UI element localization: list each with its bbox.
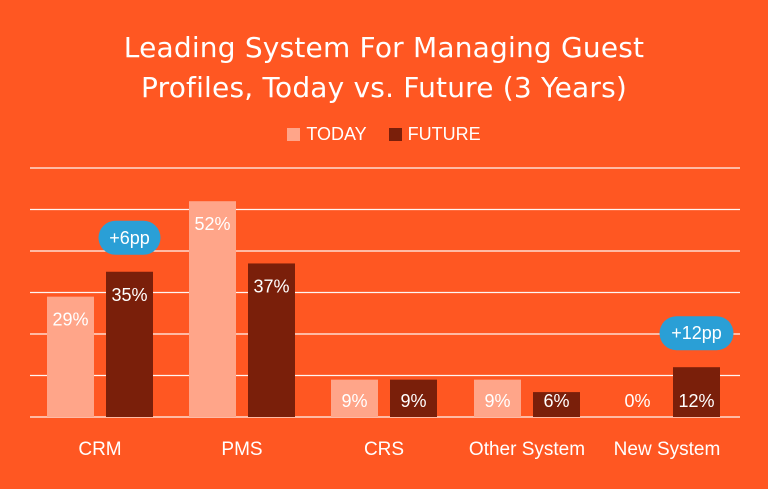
bar-future-other-system [533, 392, 580, 417]
data-label: 6% [543, 391, 569, 411]
data-label: 29% [52, 310, 88, 330]
data-label: 9% [341, 391, 367, 411]
bar-future-crs [390, 379, 437, 417]
data-label: 35% [111, 285, 147, 305]
chart-title-line-2: Profiles, Today vs. Future (3 Years) [141, 71, 627, 104]
bar-future-crm [106, 271, 153, 417]
category-label: New System [614, 439, 721, 460]
data-label: 0% [624, 391, 650, 411]
data-label: 52% [194, 214, 230, 234]
category-label: CRM [78, 439, 121, 460]
legend-swatch-today [287, 128, 301, 141]
annotation-badge [659, 316, 734, 351]
bar-today-crm [47, 296, 94, 417]
bar-today-crs [331, 379, 378, 417]
chart-legend: TODAY FUTURE [0, 124, 768, 145]
data-label: 9% [484, 391, 510, 411]
chart-title-line-1: Leading System For Managing Guest [123, 31, 645, 64]
legend-item-future: FUTURE [388, 124, 481, 145]
category-label: CRS [364, 439, 404, 460]
annotation-text: +6pp [109, 228, 150, 248]
bar-future-pms [248, 263, 295, 417]
legend-item-today: TODAY [287, 124, 367, 145]
legend-swatch-future [388, 128, 402, 141]
data-label: 9% [400, 391, 426, 411]
data-label: 12% [678, 391, 714, 411]
bar-future-new-system [673, 367, 720, 417]
bar-today-other-system [474, 379, 521, 417]
bar-today-pms [189, 201, 236, 417]
category-label: PMS [221, 439, 262, 460]
annotation-badge [98, 220, 161, 255]
annotation-text: +12pp [671, 323, 722, 343]
legend-label-today: TODAY [306, 124, 367, 144]
data-label: 37% [253, 276, 289, 296]
category-label: Other System [469, 439, 585, 460]
legend-label-future: FUTURE [407, 124, 481, 144]
